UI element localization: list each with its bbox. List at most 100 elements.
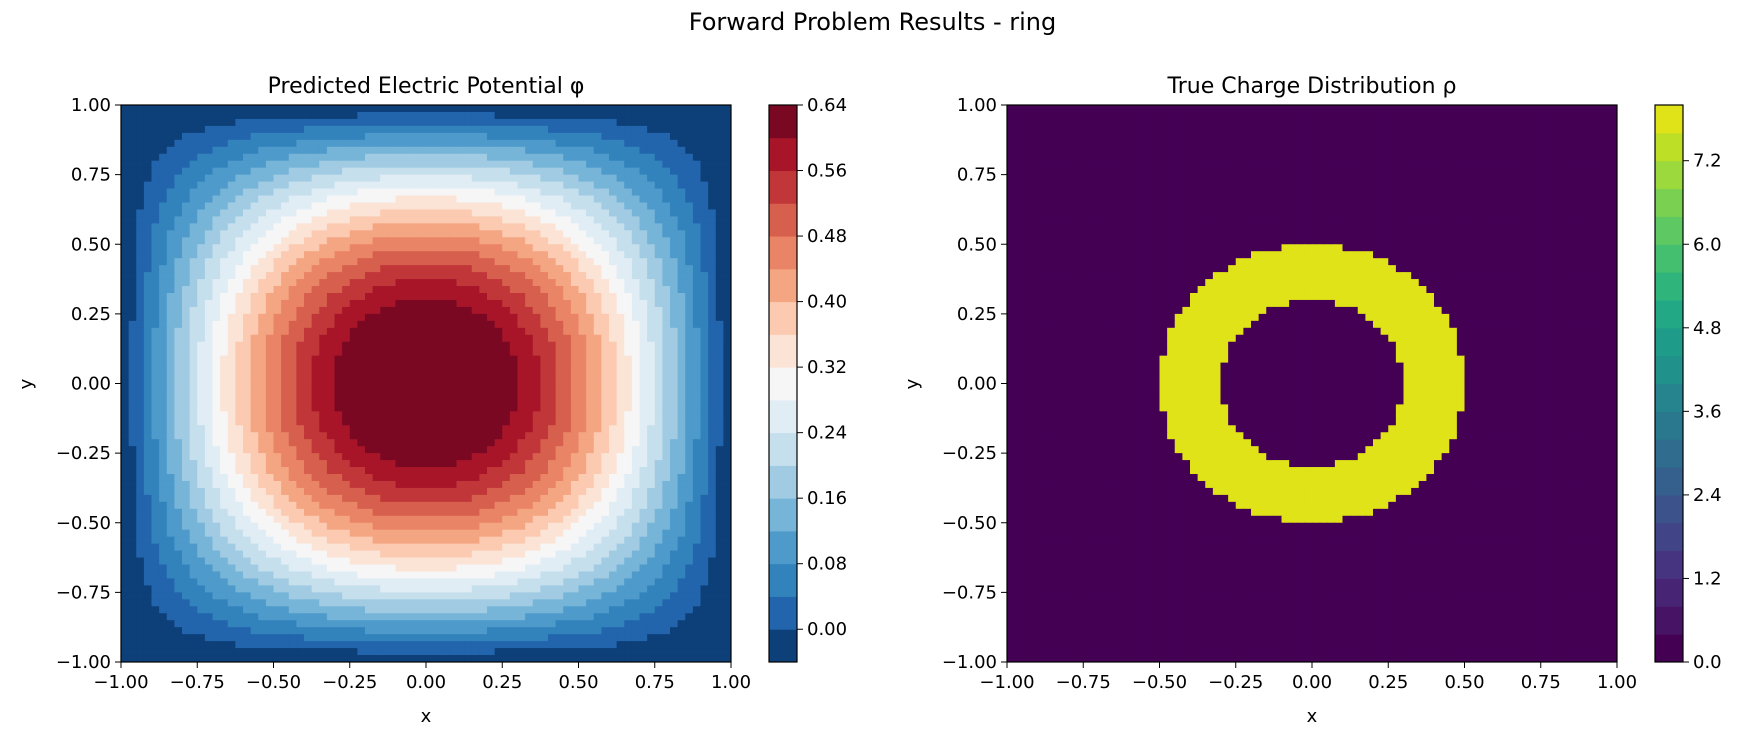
potential-contour-cell bbox=[631, 494, 641, 503]
potential-contour-cell bbox=[540, 355, 549, 364]
potential-contour-cell bbox=[227, 362, 236, 371]
potential-contour-cell bbox=[631, 432, 641, 440]
potential-contour-cell bbox=[258, 244, 267, 252]
potential-contour-cell bbox=[715, 432, 724, 440]
potential-contour-cell bbox=[304, 334, 313, 343]
potential-contour-cell bbox=[227, 209, 236, 217]
potential-contour-cell bbox=[631, 404, 641, 412]
potential-contour-cell bbox=[525, 139, 534, 148]
potential-contour-cell bbox=[166, 487, 175, 496]
potential-contour-cell bbox=[212, 181, 221, 190]
potential-contour-cell bbox=[692, 348, 702, 357]
potential-contour-cell bbox=[525, 362, 534, 371]
potential-contour-cell bbox=[380, 160, 389, 169]
potential-contour-cell bbox=[395, 265, 404, 273]
potential-contour-cell bbox=[212, 251, 221, 259]
potential-contour-cell bbox=[121, 251, 130, 259]
potential-contour-cell bbox=[227, 125, 236, 134]
potential-contour-cell bbox=[128, 244, 137, 252]
potential-contour-cell bbox=[410, 411, 419, 419]
potential-contour-cell bbox=[342, 376, 351, 385]
potential-contour-cell bbox=[494, 341, 503, 350]
potential-contour-cell bbox=[304, 279, 313, 287]
potential-contour-cell bbox=[708, 404, 717, 412]
potential-contour-cell bbox=[357, 258, 366, 266]
potential-contour-cell bbox=[723, 105, 731, 113]
potential-contour-cell bbox=[372, 411, 381, 419]
potential-contour-cell bbox=[342, 216, 351, 224]
potential-contour-cell bbox=[174, 313, 183, 322]
potential-contour-cell bbox=[220, 425, 229, 433]
potential-contour-cell bbox=[151, 251, 160, 259]
potential-contour-cell bbox=[616, 209, 625, 217]
potential-contour-cell bbox=[494, 286, 503, 294]
potential-contour-cell bbox=[677, 244, 686, 252]
potential-contour-cell bbox=[433, 355, 442, 364]
potential-contour-cell bbox=[182, 432, 191, 440]
potential-contour-cell bbox=[395, 195, 404, 204]
potential-contour-cell bbox=[204, 467, 214, 475]
potential-contour-cell bbox=[654, 139, 663, 148]
potential-contour-cell bbox=[212, 132, 221, 141]
potential-contour-cell bbox=[609, 251, 618, 259]
potential-contour-cell bbox=[395, 390, 404, 399]
potential-contour-cell bbox=[288, 320, 297, 329]
potential-contour-cell bbox=[662, 362, 671, 371]
potential-contour-cell bbox=[250, 153, 259, 162]
potential-contour-cell bbox=[265, 348, 275, 357]
potential-contour-cell bbox=[227, 251, 236, 259]
potential-contour-cell bbox=[159, 244, 168, 252]
potential-contour-cell bbox=[624, 376, 633, 385]
potential-contour-cell bbox=[601, 272, 610, 280]
potential-contour-cell bbox=[555, 404, 564, 412]
potential-contour-cell bbox=[143, 258, 153, 266]
potential-contour-cell bbox=[189, 515, 198, 524]
potential-contour-cell bbox=[601, 244, 610, 252]
potential-contour-cell bbox=[197, 132, 206, 141]
potential-contour-cell bbox=[487, 272, 496, 280]
potential-contour-cell bbox=[197, 334, 206, 343]
potential-contour-cell bbox=[273, 529, 282, 538]
potential-contour-cell bbox=[578, 181, 587, 190]
potential-contour-cell bbox=[609, 195, 618, 204]
potential-contour-cell bbox=[677, 174, 686, 183]
potential-contour-cell bbox=[670, 125, 679, 134]
potential-contour-cell bbox=[365, 286, 374, 294]
potential-contour-cell bbox=[616, 432, 625, 440]
potential-contour-cell bbox=[166, 515, 175, 524]
potential-contour-cell bbox=[387, 118, 397, 127]
potential-contour-cell bbox=[265, 153, 275, 162]
potential-contour-cell bbox=[243, 188, 252, 197]
potential-contour-cell bbox=[593, 425, 602, 433]
potential-contour-cell bbox=[334, 446, 343, 454]
potential-contour-cell bbox=[418, 105, 427, 113]
potential-contour-cell bbox=[166, 355, 175, 364]
potential-contour-cell bbox=[265, 376, 275, 385]
potential-contour-cell bbox=[357, 376, 366, 385]
potential-contour-cell bbox=[487, 522, 496, 531]
potential-contour-cell bbox=[433, 439, 442, 447]
potential-contour-cell bbox=[685, 446, 694, 454]
potential-contour-cell bbox=[631, 195, 641, 204]
potential-contour-cell bbox=[517, 292, 526, 301]
potential-contour-cell bbox=[319, 460, 328, 468]
potential-contour-cell bbox=[334, 223, 343, 231]
potential-contour-cell bbox=[151, 146, 160, 155]
potential-contour-cell bbox=[670, 341, 679, 350]
potential-contour-cell bbox=[258, 139, 267, 148]
potential-contour-cell bbox=[326, 230, 336, 238]
potential-contour-cell bbox=[121, 306, 130, 315]
potential-contour-cell bbox=[288, 501, 297, 510]
potential-contour-cell bbox=[258, 501, 267, 510]
potential-contour-cell bbox=[265, 167, 275, 176]
potential-contour-cell bbox=[342, 146, 351, 155]
potential-contour-cell bbox=[532, 529, 541, 538]
potential-contour-cell bbox=[540, 258, 549, 266]
potential-contour-cell bbox=[692, 167, 702, 176]
potential-contour-cell bbox=[319, 292, 328, 301]
potential-contour-cell bbox=[715, 327, 724, 336]
potential-contour-cell bbox=[471, 118, 480, 127]
potential-contour-cell bbox=[540, 251, 549, 259]
potential-contour-cell bbox=[639, 439, 648, 447]
potential-contour-cell bbox=[235, 105, 244, 113]
